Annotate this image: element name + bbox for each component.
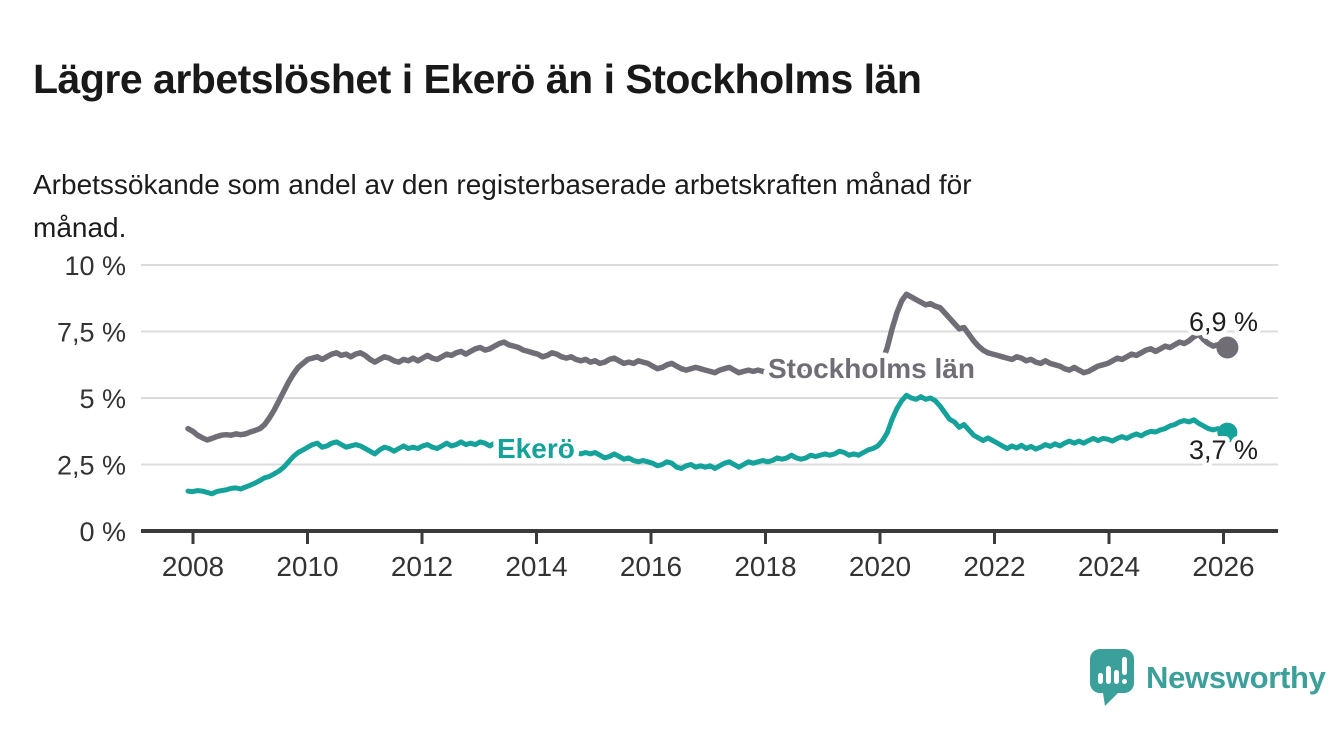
x-axis-tick-label: 2008 (162, 551, 224, 582)
x-axis-tick-label: 2020 (849, 551, 911, 582)
y-axis-tick-label: 5 % (79, 384, 126, 414)
x-axis-tick-label: 2022 (963, 551, 1025, 582)
bar-2 (1106, 666, 1111, 684)
bar-3 (1114, 670, 1119, 684)
chart-subtitle: Arbetssökande som andel av den registerb… (33, 164, 1313, 249)
series-end-dot-stockholms-lan (1216, 336, 1239, 359)
y-axis-tick-label: 2,5 % (57, 451, 126, 481)
series-end-dot-ekero (1217, 422, 1238, 443)
series-label-ekero: Ekerö (497, 433, 575, 464)
newsworthy-logo-text: Newsworthy (1146, 660, 1326, 695)
speech-bubble-shape (1090, 649, 1134, 706)
bar-1 (1098, 673, 1103, 684)
series-line-ekero (185, 392, 1230, 497)
x-axis-tick-label: 2024 (1078, 551, 1140, 582)
x-axis-tick-label: 2016 (620, 551, 682, 582)
series-line-stockholms-lan (185, 291, 1231, 443)
subtitle-line-2: månad. (33, 211, 127, 243)
y-axis-tick-label: 0 % (79, 517, 126, 547)
y-axis-tick-label: 7,5 % (57, 318, 126, 348)
x-axis-tick-label: 2010 (276, 551, 338, 582)
exclamation-bar (1122, 657, 1127, 675)
x-axis-tick-label: 2026 (1192, 551, 1254, 582)
x-axis-tick-label: 2012 (391, 551, 453, 582)
subtitle-line-1: Arbetssökande som andel av den registerb… (33, 169, 972, 200)
series-end-value-stockholms-lan: 6,9 % (1189, 307, 1258, 337)
y-axis-tick-label: 10 % (64, 251, 126, 281)
exclamation-dot (1122, 679, 1127, 684)
newsworthy-logo: Newsworthy (1088, 648, 1326, 708)
chart-title: Lägre arbetslöshet i Ekerö än i Stockhol… (33, 56, 922, 103)
newsworthy-logo-icon (1090, 649, 1134, 706)
x-axis-tick-label: 2018 (734, 551, 796, 582)
series-label-stockholms-lan: Stockholms län (768, 353, 975, 384)
x-axis-tick-label: 2014 (505, 551, 567, 582)
series-end-value-ekero: 3,7 % (1189, 435, 1258, 465)
